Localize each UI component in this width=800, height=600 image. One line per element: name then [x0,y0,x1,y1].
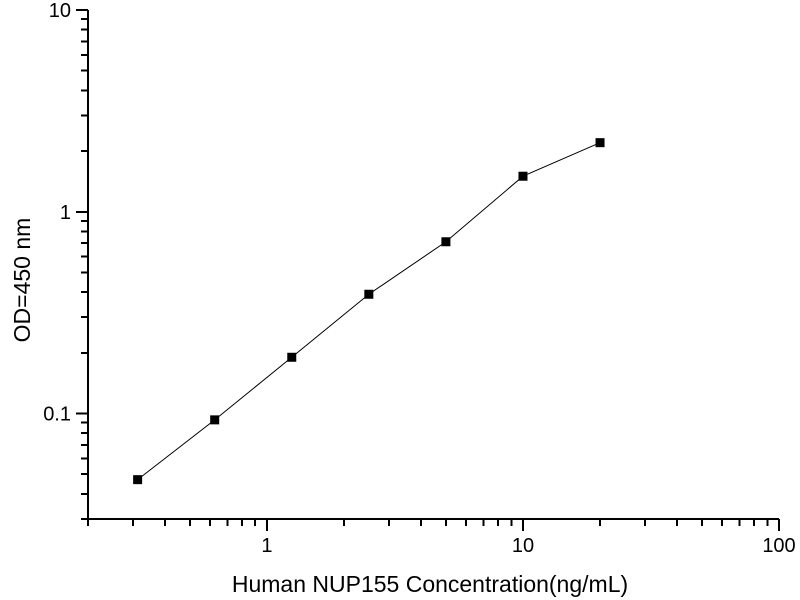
x-tick-label: 100 [762,535,795,557]
data-series-line [137,142,601,481]
x-tick-label: 1 [261,535,272,557]
y-tick-label: 1 [60,202,71,224]
data-point-marker [441,237,451,247]
y-axis-title: OD=450 nm [9,218,35,343]
data-point-marker [364,289,374,299]
data-point-marker [518,171,528,181]
data-series-layer [133,138,605,485]
data-point-marker [287,352,297,362]
y-tick-label: 0.1 [43,404,71,426]
data-point-marker [210,415,220,425]
x-axis-title: Human NUP155 Concentration(ng/mL) [232,571,628,597]
axes-layer: 1 10 100 0.1 1 10 [43,0,796,557]
data-point-marker [133,475,143,485]
data-point-marker [595,138,605,148]
x-tick-label: 10 [512,535,534,557]
y-tick-label: 10 [49,0,71,22]
